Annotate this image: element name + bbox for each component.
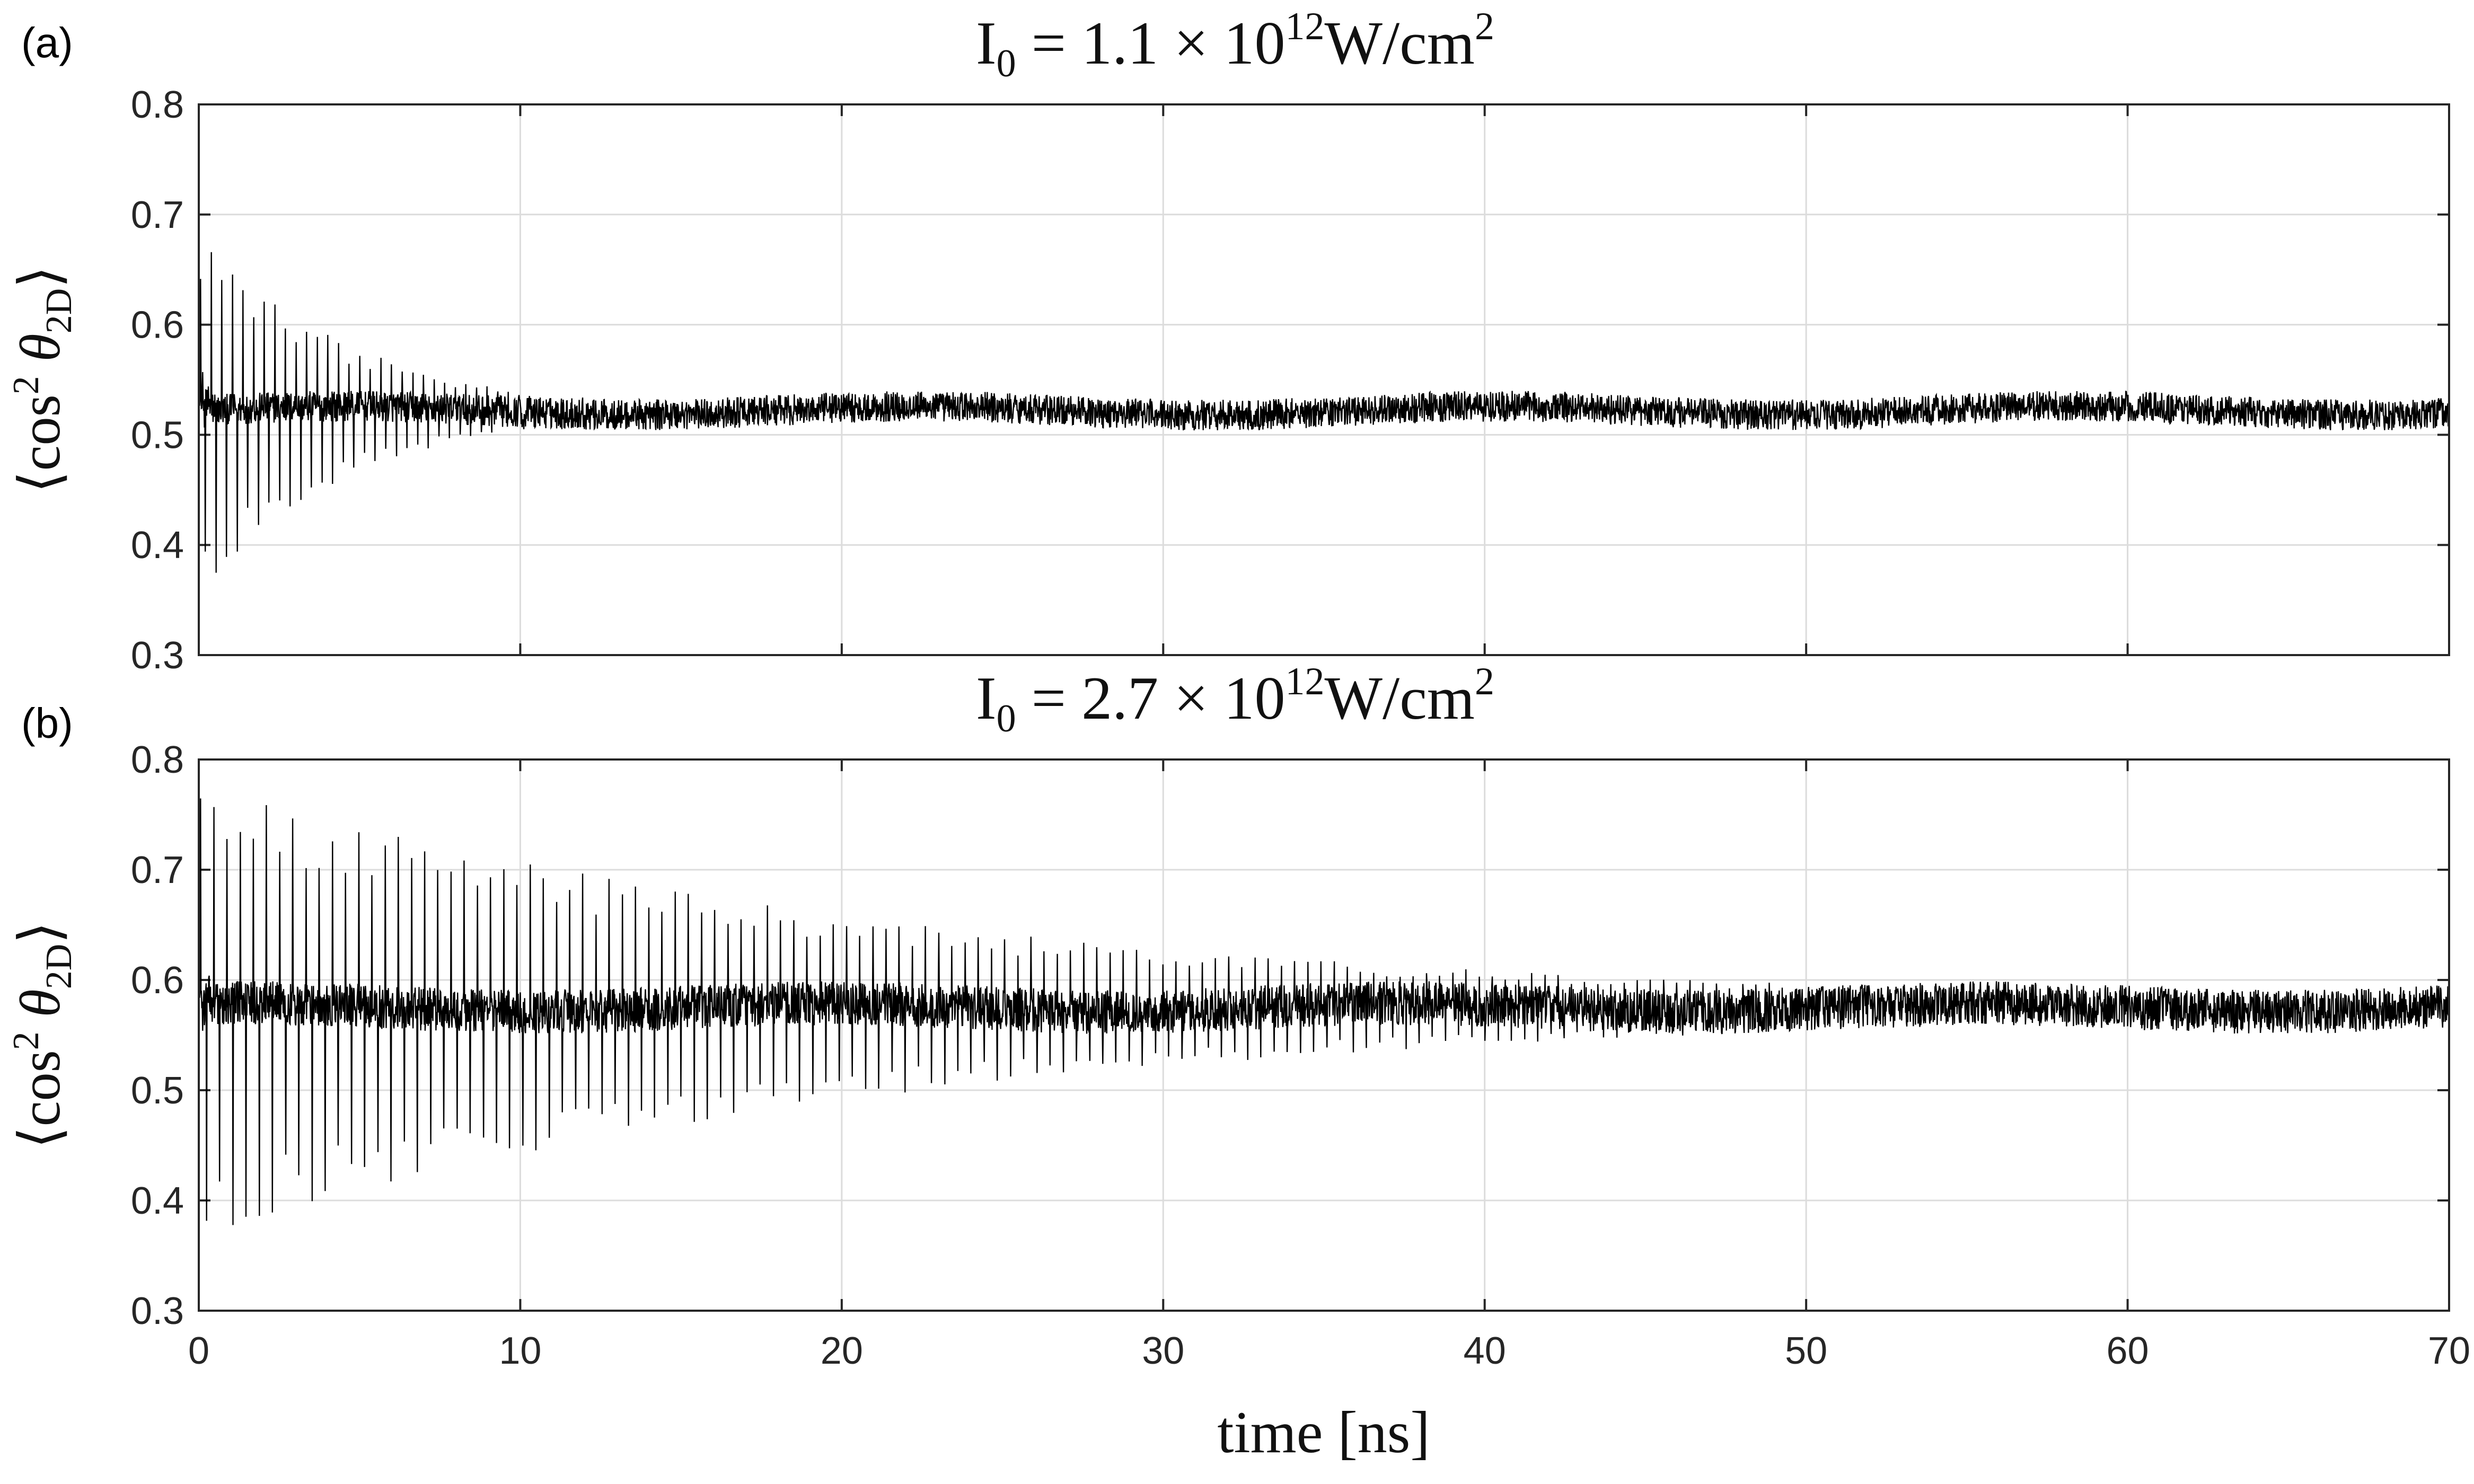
panel-b-y-tick-label: 0.3: [131, 1290, 184, 1332]
panel-b: (b) I0 = 2.7 × 1012W/cm2 0.3 0.4 0.5 0.6 0.7…: [6, 660, 2470, 1465]
panel-b-x-tick-label: 0: [188, 1330, 209, 1372]
panel-b-x-tick-label: 40: [1464, 1330, 1506, 1372]
panel-b-x-tick-label: 20: [821, 1330, 863, 1372]
panel-b-x-tick-label: 70: [2428, 1330, 2470, 1372]
panel-b-y-tick-label: 0.8: [131, 739, 184, 781]
panel-a-y-ticks: 0.3 0.4 0.5 0.6 0.7 0.8: [131, 84, 2449, 677]
panel-a-y-tick-label: 0.4: [131, 524, 184, 567]
panel-b-letter: (b): [21, 700, 73, 747]
panel-a-y-tick-label: 0.3: [131, 634, 184, 677]
panel-a-y-tick-label: 0.6: [131, 304, 184, 347]
panel-a-axes-frame: [198, 103, 2450, 656]
panel-b-y-tick-label: 0.4: [131, 1180, 184, 1222]
panel-a-title: I0 = 1.1 × 1012W/cm2: [976, 5, 1494, 85]
panel-b-y-label: ⟨cos2 θ2D⟩: [6, 922, 80, 1149]
panel-b-x-label: time [ns]: [1217, 1400, 1430, 1465]
panel-a-y-tick-label: 0.7: [131, 194, 184, 236]
panel-a-letter: (a): [21, 19, 73, 66]
panel-a-y-tick-label: 0.5: [131, 414, 184, 456]
panel-a: (a) I0 = 1.1 × 1012W/cm2 0.3 0.4 0.5 0.6 0.7…: [6, 5, 2450, 677]
panel-b-x-tick-label: 30: [1142, 1330, 1184, 1372]
panel-b-title: I0 = 2.7 × 1012W/cm2: [976, 660, 1494, 740]
panel-a-y-label: ⟨cos2 θ2D⟩: [6, 266, 80, 493]
panel-b-x-tick-label: 10: [499, 1330, 541, 1372]
panel-b-y-tick-label: 0.5: [131, 1070, 184, 1112]
panel-b-y-tick-label: 0.6: [131, 959, 184, 1002]
panel-b-x-tick-label: 50: [1785, 1330, 1827, 1372]
panel-b-axes-frame: [198, 758, 2450, 1312]
panel-b-series-line: [198, 798, 2450, 1225]
panel-b-x-ticks: 0 10 20 30 40 50 60 70: [188, 759, 2470, 1372]
panel-a-y-tick-label: 0.8: [131, 84, 184, 126]
panel-b-x-tick-label: 60: [2107, 1330, 2149, 1372]
panel-a-series-line: [198, 252, 2450, 573]
panel-b-y-tick-label: 0.7: [131, 849, 184, 891]
